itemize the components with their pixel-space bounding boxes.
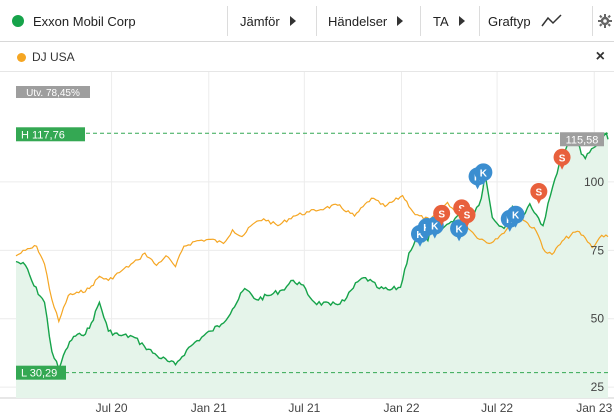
marker-circle bbox=[553, 148, 571, 166]
caret-right-icon bbox=[397, 16, 404, 26]
y-tick-label: 75 bbox=[591, 243, 605, 257]
x-tick-label: Jan 21 bbox=[191, 401, 227, 415]
x-tick-label: Jan 23 bbox=[576, 401, 612, 415]
low-label: L 30,29 bbox=[21, 368, 57, 380]
chart-toolbar: Exxon Mobil Corp Jämför Händelser TA Gra… bbox=[0, 0, 614, 42]
marker-circle bbox=[458, 206, 476, 224]
buy-marker[interactable]: K bbox=[450, 219, 469, 242]
ta-button[interactable]: TA bbox=[433, 0, 479, 42]
legend-item-dj-usa: DJ USA bbox=[17, 42, 75, 72]
y-axis: 25 50 75 100 bbox=[584, 175, 604, 394]
instrument-name: Exxon Mobil Corp bbox=[33, 13, 136, 29]
x-tick-label: Jul 20 bbox=[96, 401, 128, 415]
marker-label: K bbox=[455, 224, 463, 235]
x-axis: Jul 20 Jan 21 Jul 21 Jan 22 Jul 22 Jan 23 bbox=[96, 401, 613, 415]
settings-button[interactable] bbox=[596, 0, 614, 42]
graph-type-button[interactable]: Graftyp bbox=[488, 0, 588, 42]
instrument-color-dot bbox=[12, 15, 24, 27]
graph-type-label: Graftyp bbox=[488, 13, 531, 29]
sell-marker[interactable]: S bbox=[530, 182, 548, 204]
marker-label: S bbox=[535, 187, 542, 198]
x-tick-label: Jul 21 bbox=[288, 401, 320, 415]
close-icon[interactable]: × bbox=[595, 48, 605, 65]
marker-label: K bbox=[512, 211, 520, 222]
caret-right-icon bbox=[458, 16, 465, 26]
marker-circle bbox=[506, 205, 525, 224]
comparison-color-dot bbox=[17, 52, 26, 62]
marker-label: S bbox=[438, 209, 445, 220]
marker-label: K bbox=[416, 230, 424, 241]
exxon-area-fill bbox=[16, 133, 608, 399]
marker-circle bbox=[433, 204, 451, 222]
events-button[interactable]: Händelser bbox=[328, 0, 420, 42]
marker-label: K bbox=[431, 222, 439, 233]
ta-label: TA bbox=[433, 13, 449, 29]
sell-marker[interactable]: S bbox=[433, 204, 451, 226]
buy-marker[interactable]: K bbox=[506, 205, 525, 228]
low-badge: L 30,29 bbox=[16, 365, 66, 380]
high-badge: H 117,76 bbox=[16, 127, 85, 142]
comparison-legend: DJ USA × bbox=[0, 42, 614, 72]
marker-circle bbox=[450, 219, 469, 238]
marker-label: S bbox=[464, 211, 471, 222]
events-label: Händelser bbox=[328, 13, 388, 29]
trade-markers: KKKSKSSKKKKSS bbox=[410, 148, 571, 247]
change-label: Utv. 78,45% bbox=[26, 88, 80, 99]
last-price-badge: 115,58 bbox=[560, 132, 604, 147]
marker-label: S bbox=[559, 153, 566, 164]
marker-circle bbox=[474, 163, 493, 182]
legend-label: DJ USA bbox=[32, 50, 75, 64]
instrument-selector[interactable]: Exxon Mobil Corp bbox=[12, 0, 227, 42]
y-tick-label: 100 bbox=[584, 175, 604, 189]
sell-marker[interactable]: S bbox=[553, 148, 571, 170]
marker-label: K bbox=[480, 168, 488, 179]
gear-icon bbox=[598, 14, 612, 28]
y-tick-label: 50 bbox=[591, 312, 605, 326]
last-price-label: 115,58 bbox=[566, 134, 599, 146]
y-tick-label: 25 bbox=[591, 380, 605, 394]
caret-right-icon bbox=[289, 16, 296, 26]
compare-label: Jämför bbox=[240, 13, 280, 29]
change-badge: Utv. 78,45% bbox=[16, 86, 90, 99]
x-tick-label: Jul 22 bbox=[481, 401, 513, 415]
compare-button[interactable]: Jämför bbox=[240, 0, 316, 42]
marker-circle bbox=[530, 182, 548, 200]
buy-marker[interactable]: K bbox=[474, 163, 493, 186]
x-tick-label: Jan 22 bbox=[383, 401, 419, 415]
line-chart-icon bbox=[541, 14, 562, 27]
sell-marker[interactable]: S bbox=[458, 206, 476, 228]
high-label: H 117,76 bbox=[21, 129, 65, 141]
